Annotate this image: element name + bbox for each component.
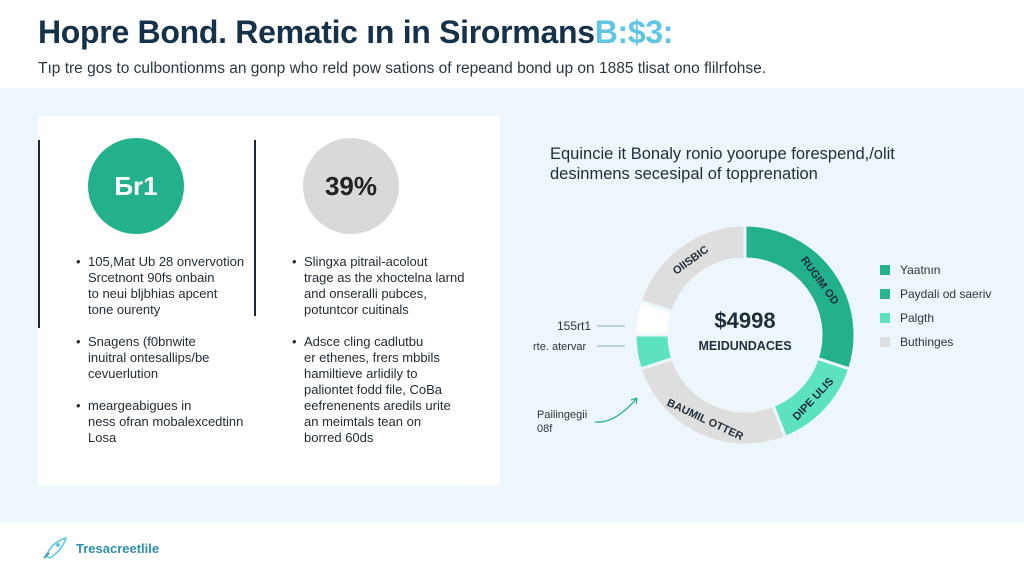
- bullet-list-right: Slingxa pitrail-acolout trage as the xho…: [290, 254, 490, 462]
- list-item: Snagens (f0bnwite inuitral ontesallips/b…: [74, 334, 274, 382]
- legend-swatch: [880, 313, 890, 323]
- callout-label: Pailingegii 08f: [537, 409, 587, 435]
- list-item: 105,Mat Ub 28 onvervotion Srcetnont 90fs…: [74, 254, 274, 318]
- stat-circle-left: Бr1: [88, 138, 184, 234]
- footer: [0, 522, 1024, 576]
- donut-slice: [638, 356, 788, 447]
- callout-label: 155rt1: [557, 319, 591, 333]
- rocket-logo-icon: [43, 536, 68, 559]
- legend-swatch: [880, 337, 890, 347]
- bullet-list-left: 105,Mat Ub 28 onvervotion Srcetnont 90fs…: [74, 254, 274, 462]
- stat-circle-right: 39%: [303, 138, 399, 234]
- legend-swatch: [880, 289, 890, 299]
- title-accent: B:$3:: [594, 14, 674, 50]
- list-item: meargeabigues in ness ofran mobalexcedti…: [74, 398, 274, 446]
- legend-item: Palgth: [880, 306, 991, 330]
- legend-item: Paydali od saeriv: [880, 282, 991, 306]
- donut-center-label: MEIDUNDACES: [698, 339, 791, 353]
- legend-item: Yaatnın: [880, 258, 991, 282]
- callouts: 155rt1 rte. atervar Pailingegii 08f: [533, 319, 638, 435]
- footer-logo: Tresacreetlile: [42, 536, 159, 560]
- header: Hopre Bond. Rematic ın in SirormansB:$3:…: [0, 0, 1024, 88]
- divider-left: [38, 140, 40, 328]
- chart-legend: Yaatnın Paydali od saeriv Palgth Buthing…: [880, 258, 991, 354]
- chart-title: Equincie it Bonaly ronio yoorupe forespe…: [550, 145, 895, 183]
- footer-brand: Tresacreetlile: [76, 540, 160, 556]
- legend-swatch: [880, 265, 890, 275]
- page-subtitle: Tıp tre gos to culbontionms an gonp who …: [38, 60, 767, 77]
- list-item: Adsce cling cadlutbu er ethenes, frers m…: [290, 334, 490, 446]
- donut-center-value: $4998: [714, 308, 775, 333]
- page-title: Hopre Bond. Rematic ın in SirormansB:$3:: [38, 14, 674, 50]
- list-item: Slingxa pitrail-acolout trage as the xho…: [290, 254, 490, 318]
- legend-item: Buthinges: [880, 330, 991, 354]
- divider-right: [254, 140, 256, 316]
- callout-arrow: [594, 397, 638, 423]
- donut-slice: [638, 223, 747, 314]
- callout-label: rte. atervar: [533, 341, 587, 353]
